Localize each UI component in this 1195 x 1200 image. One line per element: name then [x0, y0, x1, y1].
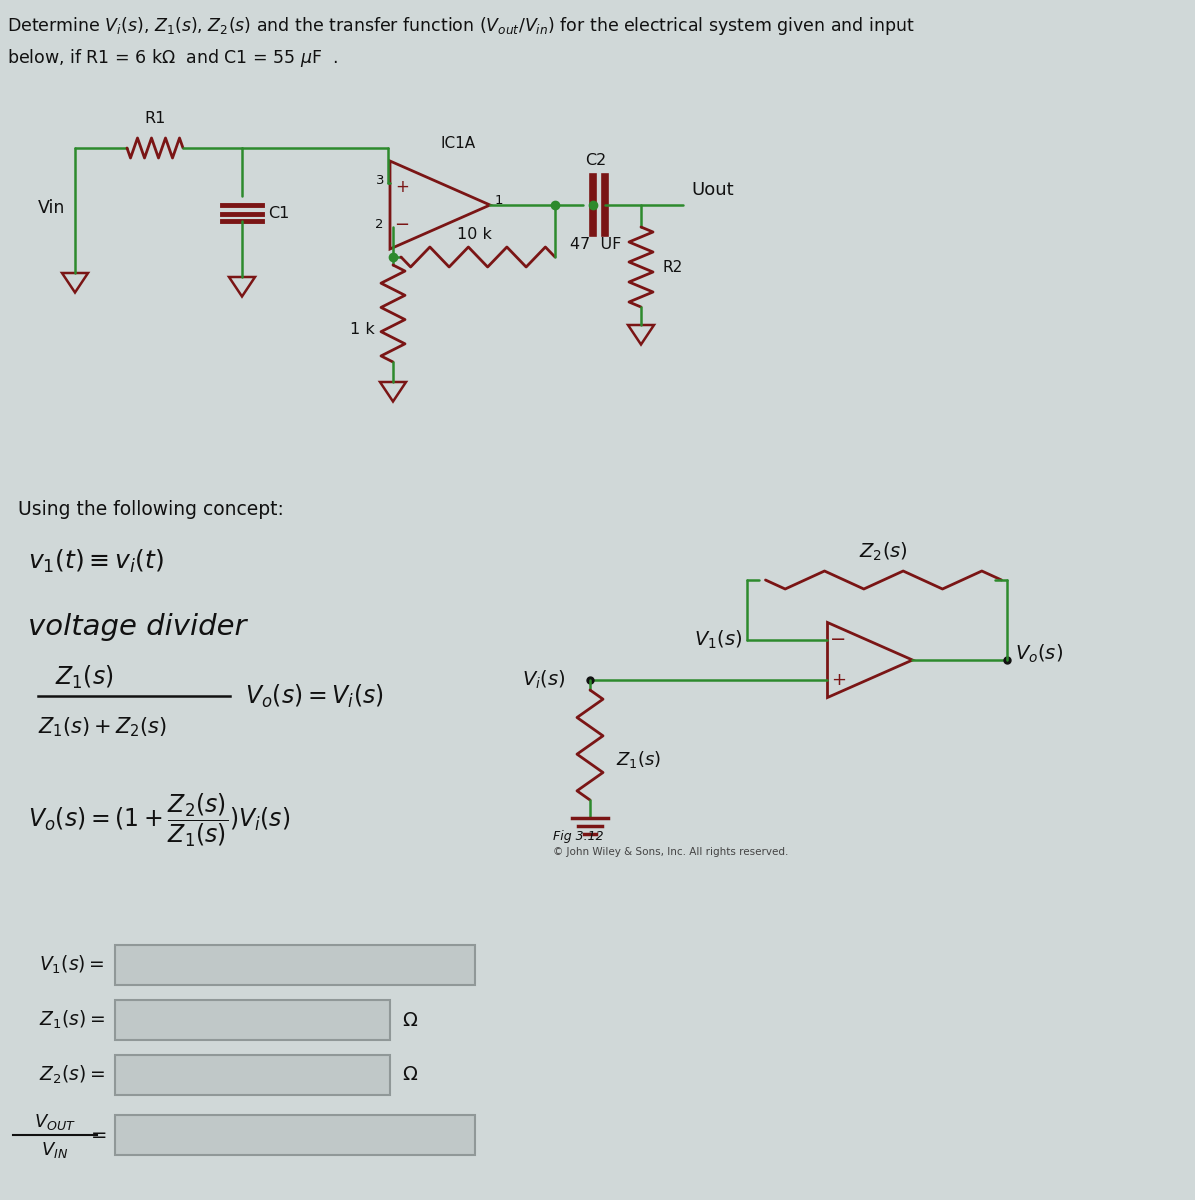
Text: $Z_1(s) =$: $Z_1(s) =$	[39, 1009, 105, 1031]
Text: $Z_1(s)$: $Z_1(s)$	[55, 664, 114, 691]
Text: $Z_2(s) =$: $Z_2(s) =$	[39, 1064, 105, 1086]
FancyBboxPatch shape	[115, 1115, 474, 1154]
Text: $v_1(t) \equiv v_i(t)$: $v_1(t) \equiv v_i(t)$	[27, 548, 164, 575]
Text: $V_o(s)$: $V_o(s)$	[1016, 643, 1064, 665]
Text: Determine $V_i(s)$, $Z_1(s)$, $Z_2(s)$ and the transfer function ($V_{out}/V_{in: Determine $V_i(s)$, $Z_1(s)$, $Z_2(s)$ a…	[7, 14, 914, 37]
Text: © John Wiley & Sons, Inc. All rights reserved.: © John Wiley & Sons, Inc. All rights res…	[553, 847, 789, 857]
Text: $V_o(s)=V_i(s)$: $V_o(s)=V_i(s)$	[245, 683, 384, 709]
FancyBboxPatch shape	[115, 1000, 390, 1040]
Text: $V_{OUT}$: $V_{OUT}$	[33, 1112, 76, 1132]
FancyBboxPatch shape	[115, 946, 474, 985]
Text: below, if R1 = 6 k$\Omega$  and C1 = 55 $\mu$F  .: below, if R1 = 6 k$\Omega$ and C1 = 55 $…	[7, 47, 338, 68]
Text: −: −	[394, 216, 410, 234]
Text: $V_1(s) =$: $V_1(s) =$	[39, 954, 105, 976]
FancyBboxPatch shape	[115, 1055, 390, 1094]
Text: Fig 3.12: Fig 3.12	[553, 830, 603, 842]
Text: $\Omega$: $\Omega$	[402, 1066, 418, 1085]
Text: voltage divider: voltage divider	[27, 613, 246, 641]
Text: 2: 2	[375, 218, 384, 232]
Text: $Z_2(s)$: $Z_2(s)$	[859, 541, 908, 563]
Text: $V_o(s)=(1+\dfrac{Z_2(s)}{Z_1(s)})V_i(s)$: $V_o(s)=(1+\dfrac{Z_2(s)}{Z_1(s)})V_i(s)…	[27, 791, 290, 848]
Text: +: +	[396, 178, 409, 196]
Text: $V_{IN}$: $V_{IN}$	[42, 1140, 68, 1160]
Text: +: +	[831, 671, 846, 689]
Text: =: =	[91, 1126, 108, 1145]
Text: C1: C1	[268, 205, 289, 221]
Text: Uout: Uout	[691, 181, 734, 199]
Text: R1: R1	[145, 110, 166, 126]
Text: IC1A: IC1A	[441, 136, 476, 151]
Text: $\Omega$: $\Omega$	[402, 1010, 418, 1030]
Text: $V_1(s)$: $V_1(s)$	[694, 629, 742, 652]
Text: 3: 3	[375, 174, 384, 187]
Text: 1: 1	[495, 193, 503, 206]
Text: $Z_1(s)+Z_2(s)$: $Z_1(s)+Z_2(s)$	[38, 715, 167, 738]
Text: $V_i(s)$: $V_i(s)$	[522, 668, 565, 691]
Text: −: −	[831, 630, 847, 649]
Text: 10 k: 10 k	[456, 227, 491, 242]
Text: Using the following concept:: Using the following concept:	[18, 500, 284, 518]
Text: 47  UF: 47 UF	[570, 236, 621, 252]
Text: $Z_1(s)$: $Z_1(s)$	[615, 750, 661, 770]
Text: R2: R2	[663, 259, 684, 275]
Text: Vin: Vin	[37, 199, 65, 217]
Text: 1 k: 1 k	[350, 322, 375, 337]
Text: C2: C2	[586, 152, 607, 168]
